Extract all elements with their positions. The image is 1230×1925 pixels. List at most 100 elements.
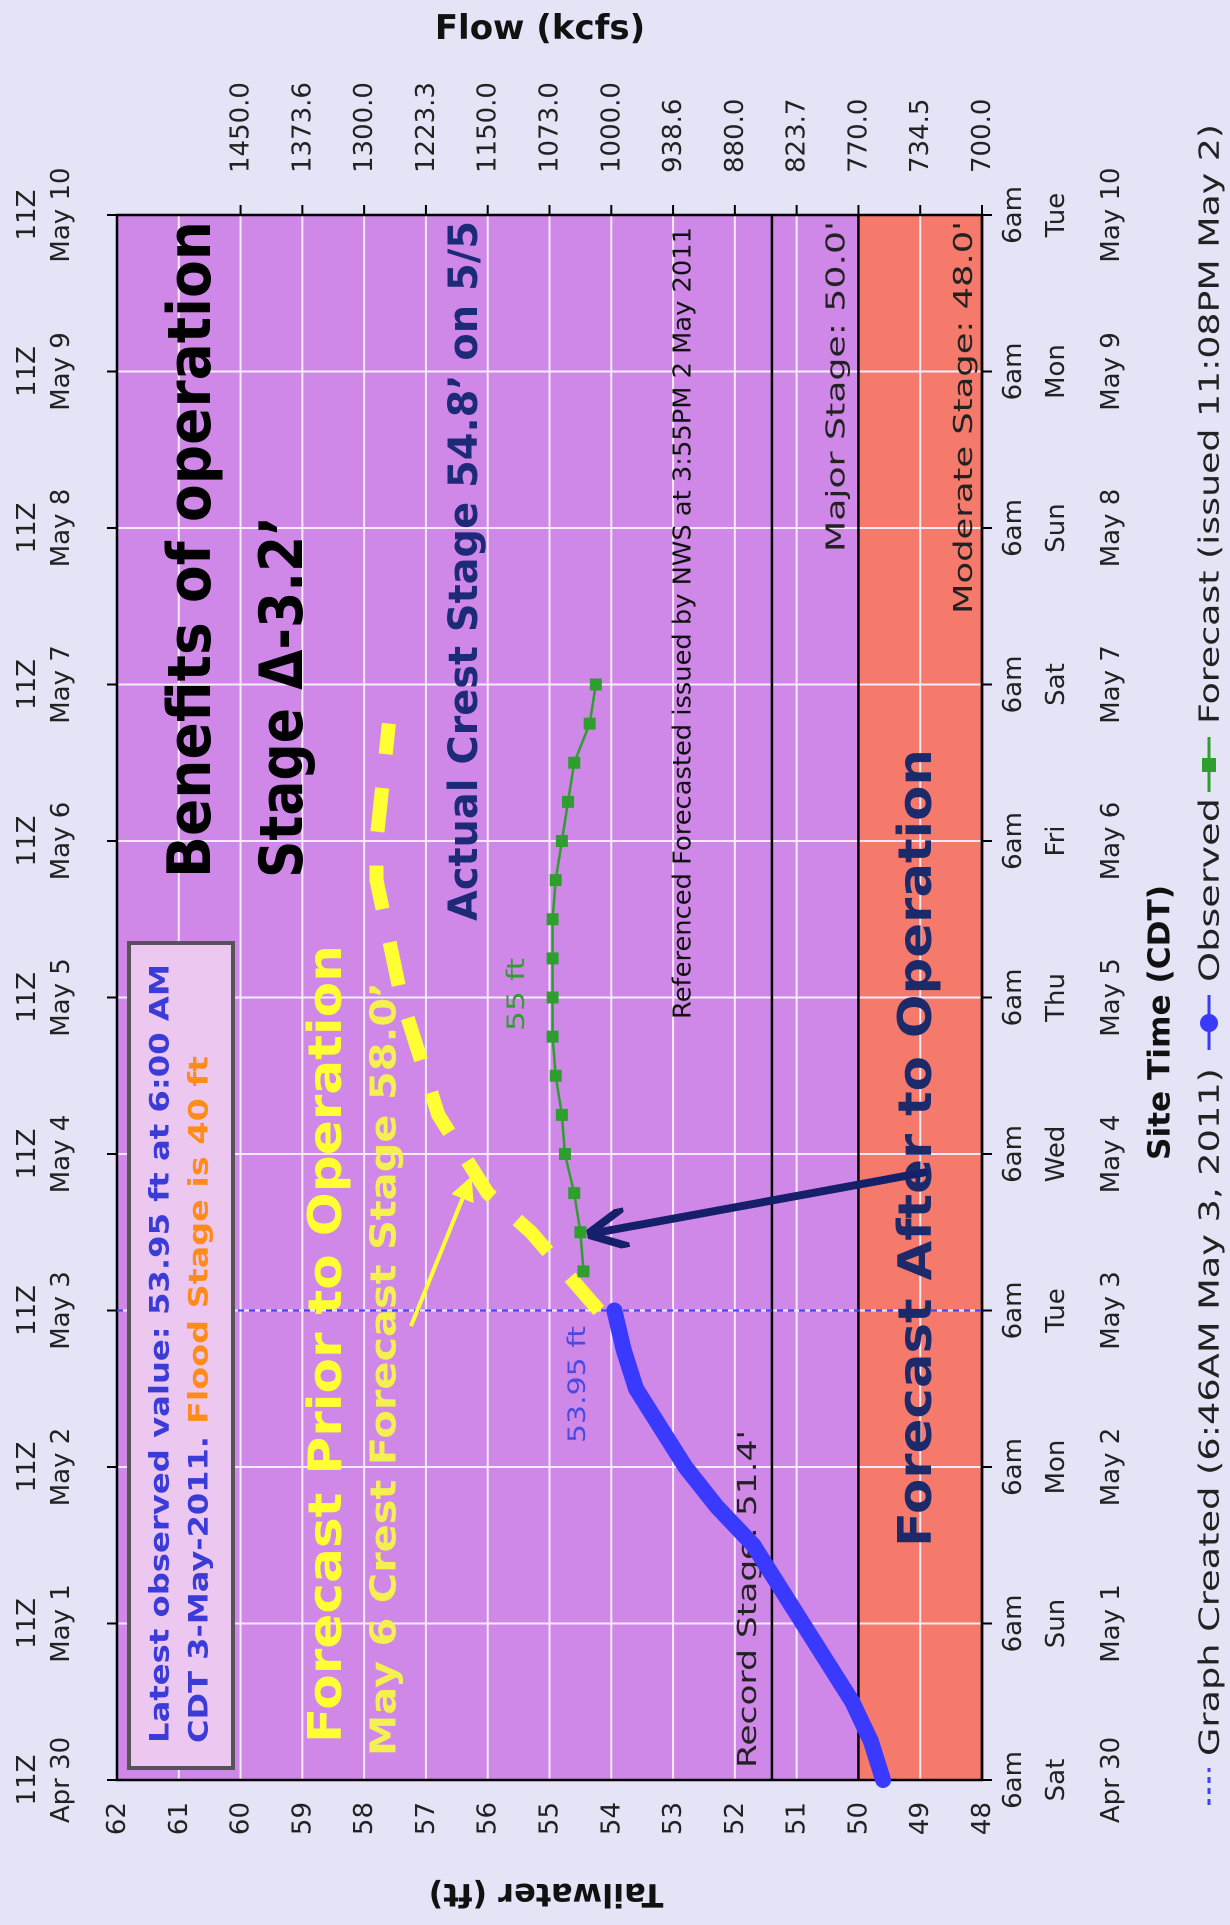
legend-swatch [1200, 1014, 1218, 1032]
x-tick-utc: 11Z [12, 1442, 42, 1493]
y2-tick-label: 1223.3 [411, 82, 441, 173]
annotation: Actual Crest Stage 54.8’ on 5/5 [441, 221, 487, 921]
x-tick-local: 6am [998, 656, 1028, 714]
legend-label: Forecast (issued 11:08PM May 2) [1193, 124, 1226, 724]
x-tick-label: May 7 [46, 645, 76, 724]
forecast-point [558, 1148, 571, 1160]
y-tick-label: 54 [596, 1802, 626, 1835]
x-tick-local: 6am [998, 1282, 1028, 1340]
x-tick-label: May 1 [46, 1584, 76, 1663]
y-tick-label: 50 [843, 1802, 873, 1835]
x-tick-weekday: Wed [1041, 1126, 1071, 1183]
x-tick-label: May 10 [46, 167, 76, 262]
x-tick-local: 6am [998, 499, 1028, 557]
x-tick-label: May 7 [1096, 645, 1126, 724]
latest-box-text: Latest observed value: 53.95 ft at 6:00 … [145, 964, 176, 1743]
annotation: May 6 Crest Forecast Stage 58.0’ [364, 982, 405, 1756]
x-tick-label: May 6 [46, 802, 76, 881]
y2-axis-title: Flow (kcfs) [435, 8, 645, 48]
arrow [595, 1168, 928, 1233]
x-tick-label: May 3 [1096, 1271, 1126, 1350]
x-tick-weekday: Sun [1041, 1599, 1071, 1648]
threshold-label: Major Stage: 50.0' [821, 221, 851, 552]
legend-note: Graph Created (6:46AM May 3, 2011) [1193, 1068, 1226, 1756]
x-tick-local: 6am [998, 812, 1028, 870]
x-tick-local: 6am [998, 969, 1028, 1027]
x-tick-utc: 11Z [12, 816, 42, 867]
legend-swatch [1202, 758, 1216, 772]
annotation: Forecast After to Operation [888, 749, 942, 1547]
x-tick-label: May 9 [46, 332, 76, 411]
observed-line [606, 1302, 892, 1788]
threshold-label: Record Stage: 51.4' [733, 1430, 763, 1768]
y-tick-label: 62 [102, 1802, 132, 1835]
y-tick-label: 58 [349, 1802, 379, 1835]
x-tick-weekday: Sat [1041, 1759, 1071, 1802]
x-tick-label: May 5 [46, 958, 76, 1037]
y2-tick-label: 938.6 [658, 99, 688, 173]
plot-border [115, 213, 984, 1782]
annotation: 53.95 ft [563, 1326, 591, 1443]
y2-tick-label: 823.7 [782, 99, 812, 173]
x-tick-weekday: Thu [1041, 973, 1071, 1023]
x-tick-utc: 11Z [12, 346, 42, 397]
x-axis-title: Site Time (CDT) [1143, 885, 1178, 1160]
y2-tick-label: 880.0 [720, 99, 750, 173]
x-tick-weekday: Tue [1041, 1288, 1071, 1333]
threshold-label: Moderate Stage: 48.0' [949, 221, 979, 614]
x-tick-label: May 9 [1096, 332, 1126, 411]
x-tick-local: 6am [998, 186, 1028, 244]
y-tick-label: 49 [905, 1802, 935, 1835]
x-tick-utc: 11Z [12, 503, 42, 554]
x-tick-label: Apr 30 [1096, 1737, 1126, 1823]
forecast-point [549, 1069, 562, 1082]
forecast-point [549, 874, 562, 887]
forecast-point [574, 1226, 587, 1239]
annotation: Referenced Forecasted issued by NWS at 3… [668, 227, 697, 1019]
forecast-point [555, 1108, 568, 1121]
y-tick-label: 55 [535, 1802, 565, 1835]
forecast-line [551, 684, 598, 1272]
forecast-point [568, 756, 581, 769]
y-tick-label: 48 [967, 1802, 997, 1835]
y2-tick-label: 1373.6 [287, 82, 317, 173]
latest-box-text: CDT 3-May-2011. [184, 1436, 215, 1743]
forecast-point [546, 1030, 559, 1043]
x-tick-utc: 11Z [12, 659, 42, 710]
x-tick-label: May 4 [46, 1115, 76, 1194]
annotation: Benefits of operation [155, 221, 225, 878]
y2-tick-label: 1073.0 [535, 82, 565, 173]
x-tick-utc: 11Z [12, 1598, 42, 1649]
forecast-point [589, 678, 602, 691]
y2-tick-label: 1300.0 [349, 82, 379, 173]
forecast-point [562, 795, 575, 808]
x-tick-label: May 10 [1096, 167, 1126, 262]
forecast-point [546, 952, 559, 965]
x-tick-weekday: Mon [1041, 344, 1071, 399]
x-tick-local: 6am [998, 1751, 1028, 1809]
x-tick-local: 6am [998, 1438, 1028, 1496]
x-tick-weekday: Sat [1041, 663, 1071, 706]
annotation: Forecast Prior to Operation [298, 945, 352, 1743]
forecast-point [555, 835, 568, 847]
x-tick-label: May 5 [1096, 958, 1126, 1037]
annotation: 55 ft [502, 958, 530, 1031]
forecast-point [546, 991, 559, 1004]
forecast-point [577, 1265, 590, 1278]
y-tick-label: 59 [287, 1802, 317, 1835]
x-tick-utc: 11Z [12, 1285, 42, 1336]
y-tick-label: 53 [658, 1802, 688, 1835]
y-tick-label: 51 [782, 1802, 812, 1835]
x-tick-utc: 11Z [12, 1755, 42, 1806]
latest-box [127, 941, 235, 1770]
x-tick-local: 6am [998, 343, 1028, 401]
y-tick-label: 61 [164, 1802, 194, 1835]
x-tick-local: 6am [998, 1125, 1028, 1183]
y2-tick-label: 1450.0 [226, 82, 256, 173]
y2-tick-label: 1150.0 [473, 82, 503, 173]
x-tick-utc: 11Z [12, 1129, 42, 1180]
prior-forecast-line [369, 722, 605, 1316]
x-tick-weekday: Fri [1041, 826, 1071, 857]
x-tick-weekday: Sun [1041, 503, 1071, 552]
